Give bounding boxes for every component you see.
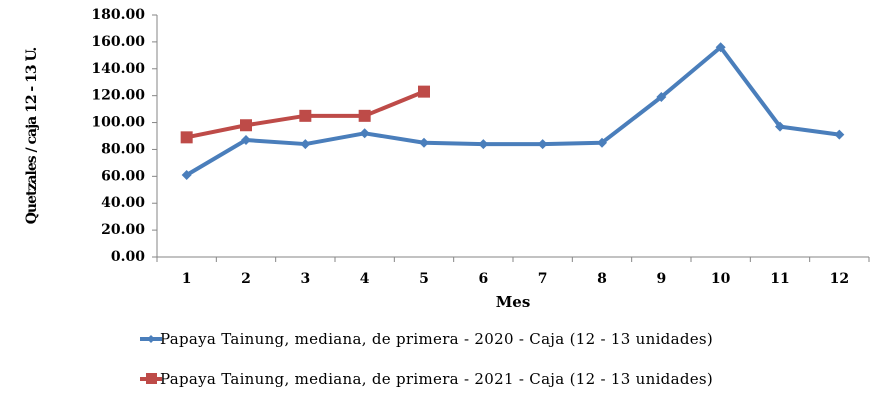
marker: [597, 137, 607, 148]
x-tick-label: 5: [419, 271, 429, 287]
y-tick-label: 140.00: [91, 61, 145, 77]
marker: [715, 42, 726, 53]
x-tick-label: 1: [182, 271, 192, 287]
marker: [775, 121, 785, 132]
y-tick-label: 60.00: [101, 168, 145, 184]
x-tick-label: 9: [656, 271, 666, 287]
marker: [656, 92, 667, 103]
series-line: [185, 45, 840, 177]
marker: [834, 129, 845, 140]
y-tick-label: 120.00: [91, 88, 145, 104]
marker: [241, 135, 251, 146]
y-axis-title: Quetzales / caja 12 - 13 U.: [24, 48, 40, 225]
marker: [478, 139, 489, 150]
x-tick-label: 7: [538, 271, 548, 287]
x-axis-title: Mes: [496, 293, 531, 311]
x-tick-label: 10: [711, 271, 731, 287]
x-tick-label: 3: [300, 271, 310, 287]
y-tick-label: 0.00: [111, 249, 145, 265]
x-tick-label: 2: [241, 271, 251, 287]
legend-entry: Papaya Tainung, mediana, de primera - 20…: [140, 330, 840, 348]
marker: [359, 128, 370, 139]
marker: [537, 139, 548, 150]
legend-swatch: [140, 335, 162, 343]
marker: [299, 109, 312, 122]
marker: [300, 139, 311, 150]
y-tick-label: 80.00: [101, 141, 145, 157]
legend-entry: Papaya Tainung, mediana, de primera - 20…: [140, 370, 840, 388]
marker: [418, 85, 430, 98]
marker: [240, 119, 252, 132]
legend-label: Papaya Tainung, mediana, de primera - 20…: [160, 330, 714, 348]
marker: [180, 131, 193, 144]
y-tick-label: 40.00: [101, 195, 145, 211]
x-tick-label: 8: [597, 271, 607, 287]
x-tick-label: 6: [478, 271, 488, 287]
marker: [181, 169, 192, 180]
legend-swatch: [140, 373, 162, 384]
y-tick-label: 100.00: [91, 115, 145, 131]
x-tick-label: 4: [360, 271, 370, 287]
marker: [358, 109, 371, 122]
marker: [419, 137, 429, 148]
chart: Quetzales / caja 12 - 13 U. Mes 0.00 20.0…: [24, 7, 870, 311]
x-tick-label: 11: [770, 271, 789, 287]
y-tick-label: 180.00: [91, 7, 145, 23]
y-tick-label: 160.00: [91, 34, 145, 50]
x-tick-label: 12: [830, 271, 849, 287]
legend-label: Papaya Tainung, mediana, de primera - 20…: [160, 370, 714, 388]
y-tick-label: 20.00: [101, 222, 145, 238]
